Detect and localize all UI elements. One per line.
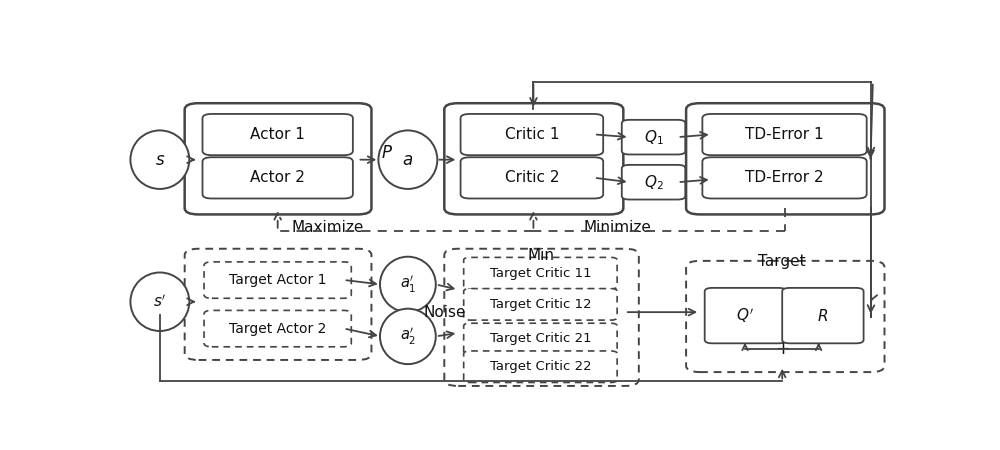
FancyBboxPatch shape [782,288,864,343]
Ellipse shape [378,130,437,189]
FancyBboxPatch shape [686,103,885,215]
FancyBboxPatch shape [464,351,617,382]
Text: $Q_1$: $Q_1$ [644,128,663,147]
FancyBboxPatch shape [461,157,603,198]
Ellipse shape [130,130,189,189]
Text: $a_1'$: $a_1'$ [400,274,416,295]
Text: +: + [775,340,790,358]
Ellipse shape [130,273,189,331]
FancyBboxPatch shape [444,103,623,215]
Text: $s'$: $s'$ [153,293,167,310]
Text: Target Critic 12: Target Critic 12 [490,298,591,311]
FancyBboxPatch shape [444,249,639,386]
Text: Critic 2: Critic 2 [505,171,559,185]
FancyBboxPatch shape [185,103,371,215]
FancyBboxPatch shape [702,114,867,155]
Text: $a$: $a$ [402,151,413,169]
Text: $Q'$: $Q'$ [736,306,754,325]
FancyBboxPatch shape [464,257,617,289]
Text: Target: Target [758,254,806,270]
FancyBboxPatch shape [622,120,685,154]
Text: Target Critic 11: Target Critic 11 [490,267,591,279]
Text: Target Critic 22: Target Critic 22 [490,360,591,373]
FancyBboxPatch shape [185,249,371,360]
Text: Actor 2: Actor 2 [250,171,305,185]
Text: Critic 1: Critic 1 [505,127,559,142]
Text: $s$: $s$ [155,151,165,169]
FancyBboxPatch shape [204,262,351,298]
FancyBboxPatch shape [461,114,603,155]
Text: Minimize: Minimize [583,220,651,235]
Text: Min: Min [528,248,555,263]
FancyBboxPatch shape [202,157,353,198]
Text: Noise: Noise [424,305,466,320]
FancyBboxPatch shape [202,114,353,155]
Text: Target Critic 21: Target Critic 21 [490,333,591,346]
Text: Target Actor 2: Target Actor 2 [229,322,326,336]
Ellipse shape [380,256,436,312]
Text: $Q_2$: $Q_2$ [644,173,663,192]
Text: $a_2'$: $a_2'$ [400,326,416,347]
FancyBboxPatch shape [464,288,617,320]
FancyBboxPatch shape [464,323,617,355]
Text: TD-Error 2: TD-Error 2 [745,171,824,185]
FancyBboxPatch shape [705,288,786,343]
Text: Actor 1: Actor 1 [250,127,305,142]
Text: $P$: $P$ [381,144,393,162]
Text: $R$: $R$ [817,308,828,324]
Text: Target Actor 1: Target Actor 1 [229,273,326,287]
FancyBboxPatch shape [622,165,685,199]
Text: TD-Error 1: TD-Error 1 [745,127,824,142]
Ellipse shape [380,309,436,364]
FancyBboxPatch shape [204,310,351,347]
FancyBboxPatch shape [686,261,885,372]
Text: Maximize: Maximize [292,220,364,235]
FancyBboxPatch shape [702,157,867,198]
